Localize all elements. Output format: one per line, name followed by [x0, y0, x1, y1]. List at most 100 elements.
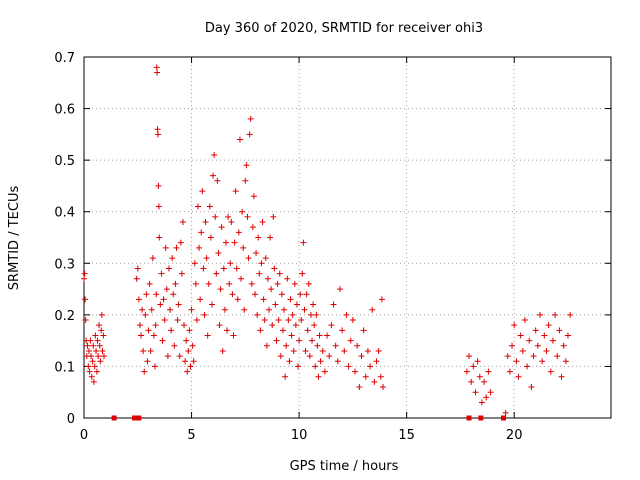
data-point	[567, 311, 574, 318]
data-point	[141, 368, 148, 375]
data-point	[176, 353, 183, 360]
data-point	[98, 311, 105, 318]
data-point	[96, 342, 103, 349]
data-point	[554, 353, 561, 360]
data-point	[242, 177, 249, 184]
data-point	[154, 69, 161, 76]
data-point	[253, 249, 260, 256]
data-point	[191, 260, 198, 267]
data-point	[178, 270, 185, 277]
data-point	[481, 378, 488, 385]
data-point	[352, 368, 359, 375]
data-point	[324, 332, 331, 339]
data-point	[373, 358, 380, 365]
data-point	[314, 342, 321, 349]
data-point	[91, 363, 98, 370]
data-point	[517, 332, 524, 339]
y-tick-label: 0.1	[54, 360, 75, 375]
data-point	[144, 358, 151, 365]
data-point	[292, 322, 299, 329]
data-point	[532, 327, 539, 334]
data-point	[81, 275, 87, 282]
y-tick-label: 0.6	[54, 103, 75, 118]
data-point	[82, 296, 89, 303]
data-point	[135, 296, 142, 303]
chart-title: Day 360 of 2020, SRMTID for receiver ohi…	[205, 21, 483, 36]
data-point	[169, 255, 176, 262]
data-point	[301, 306, 308, 313]
data-point	[306, 353, 313, 360]
data-point	[556, 327, 563, 334]
data-point	[210, 172, 217, 179]
data-point	[526, 337, 533, 344]
data-point	[276, 270, 283, 277]
data-point	[470, 363, 477, 370]
data-point	[269, 322, 276, 329]
data-point	[151, 363, 158, 370]
data-point	[247, 115, 254, 122]
data-point	[199, 188, 206, 195]
data-point	[201, 311, 208, 318]
data-point	[328, 322, 335, 329]
data-point	[305, 280, 312, 287]
data-point	[343, 311, 350, 318]
data-point	[530, 353, 537, 360]
data-point	[552, 311, 559, 318]
data-point-zero	[111, 415, 117, 421]
data-point	[278, 291, 285, 298]
data-point	[379, 384, 386, 391]
y-tick-label: 0.5	[54, 154, 75, 169]
data-point	[159, 337, 166, 344]
data-point	[519, 347, 526, 354]
data-point	[197, 296, 204, 303]
data-point	[235, 229, 242, 236]
data-point	[213, 270, 220, 277]
data-point	[168, 327, 175, 334]
data-point	[255, 234, 262, 241]
data-point-zero	[466, 415, 472, 421]
data-point	[302, 347, 309, 354]
data-point	[249, 224, 256, 231]
data-point	[537, 311, 544, 318]
data-point	[224, 327, 231, 334]
axes: 0 0.1 0.2 0.3 0.4 0.5 0.6 0.7 0 5 10 15 20	[54, 51, 612, 443]
data-point	[174, 317, 181, 324]
data-point	[268, 286, 275, 293]
data-point	[205, 280, 212, 287]
data-point	[311, 322, 318, 329]
data-point	[226, 280, 233, 287]
data-point	[275, 317, 282, 324]
data-point	[339, 327, 346, 334]
data-point	[545, 322, 552, 329]
data-point	[230, 332, 237, 339]
x-tick-label: 0	[80, 428, 88, 443]
data-point	[90, 342, 97, 349]
data-point	[184, 368, 191, 375]
data-point	[463, 368, 470, 375]
data-point-zero	[478, 415, 484, 421]
data-point	[234, 296, 241, 303]
data-point	[195, 203, 202, 210]
data-points	[81, 64, 574, 421]
data-point	[487, 389, 494, 396]
data-point	[358, 353, 365, 360]
data-point	[149, 255, 156, 262]
data-point	[277, 353, 284, 360]
data-point	[172, 280, 179, 287]
data-point	[291, 280, 298, 287]
data-point	[252, 291, 259, 298]
data-point	[183, 337, 190, 344]
data-point	[214, 177, 221, 184]
data-point	[560, 342, 567, 349]
data-point	[101, 353, 108, 360]
data-point	[150, 332, 157, 339]
x-tick-label: 10	[291, 428, 308, 443]
data-point	[513, 358, 520, 365]
data-point	[472, 389, 479, 396]
data-point	[543, 347, 550, 354]
data-point	[341, 347, 348, 354]
data-point	[345, 363, 352, 370]
data-point	[155, 182, 162, 189]
data-point	[185, 347, 192, 354]
data-point	[298, 317, 305, 324]
